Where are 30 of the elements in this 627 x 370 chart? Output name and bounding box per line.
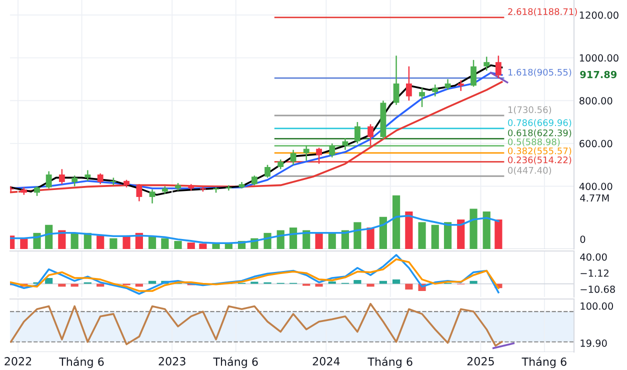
ref-line-label: 0.382(555.57) (508, 147, 572, 156)
text: 4.77M (580, 194, 609, 202)
x-tick-label: 2025 (467, 357, 494, 366)
y-tick-label: 400.00 (579, 182, 612, 190)
y-tick-label: 1000.00 (580, 54, 618, 62)
text: 0 (580, 236, 586, 243)
y-tick-label: 600.00 (580, 140, 612, 148)
ref-line-label: 0.618(622.39) (508, 129, 572, 138)
x-tick-label: 2022 (4, 357, 32, 366)
text: 40.00 (580, 253, 607, 261)
x-tick-label: Tháng 6 (368, 356, 412, 368)
ref-line-label: 1(730.56) (508, 106, 552, 114)
text: 19.90 (580, 340, 607, 347)
ref-line-label: 0.5(588.98) (508, 138, 560, 146)
y-tick-label: 800.00 (580, 97, 612, 104)
y-tick-label: 1200.00 (580, 11, 618, 19)
x-tick-label: Tháng 6 (213, 356, 258, 368)
ref-line-label: 1.618(905.55) (508, 68, 572, 77)
x-tick-label: Tháng 6 (522, 356, 566, 368)
x-tick-label: Tháng 6 (59, 356, 104, 368)
text: −1.12 (580, 269, 608, 277)
ref-line-label: 0.236(514.22) (508, 156, 572, 164)
ref-line-label: 0.786(669.96) (508, 119, 572, 128)
x-tick-label: 2024 (312, 357, 340, 366)
text: 100.00 (580, 302, 614, 310)
ref-line-label: 2.618(1188.71) (508, 8, 577, 16)
text: −10.68 (580, 286, 615, 293)
ref-line-label: 0(447.40) (508, 166, 552, 175)
x-tick-label: 2023 (158, 357, 186, 366)
text: 917.89 (580, 70, 617, 78)
